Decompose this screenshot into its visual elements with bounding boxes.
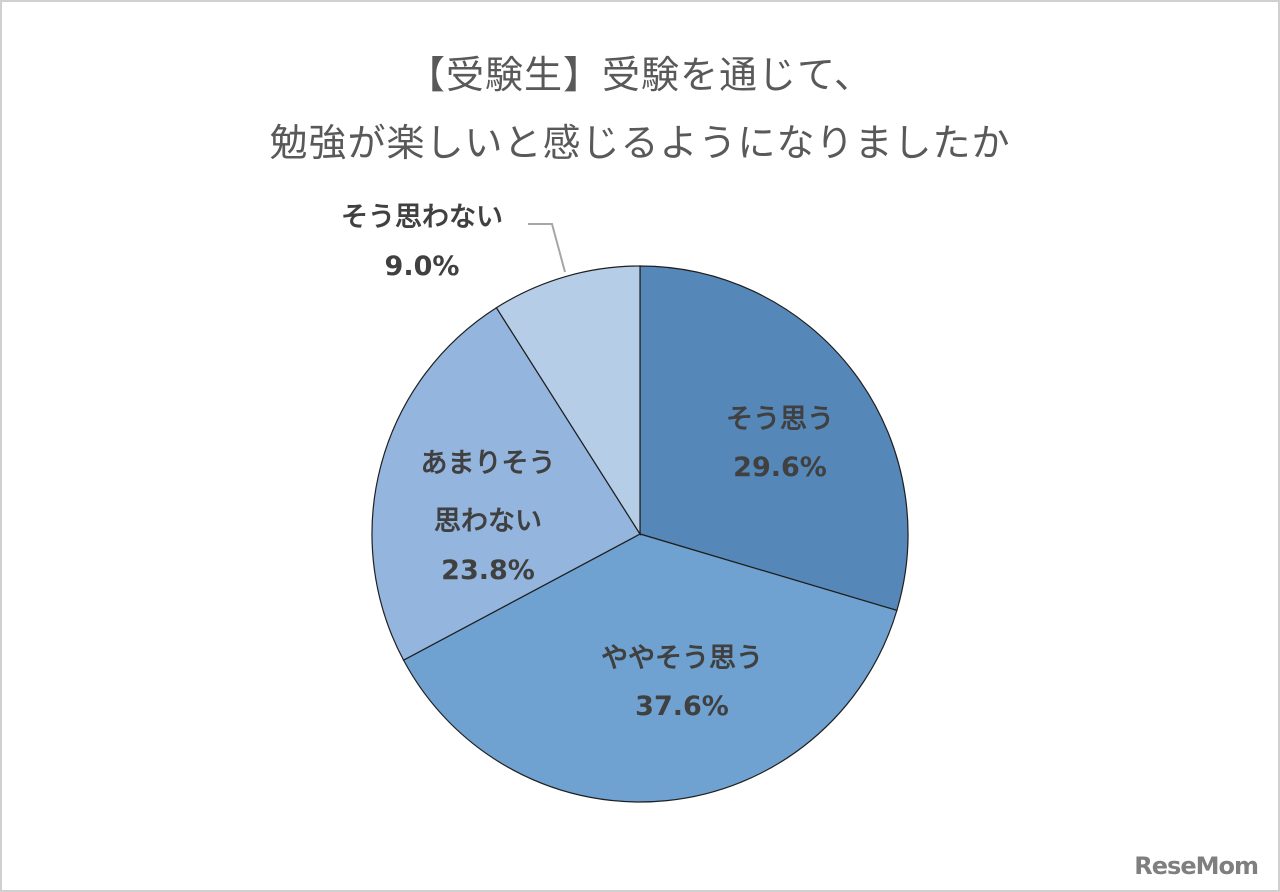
slice-label-0-name: そう思う [726, 404, 834, 435]
chart-title-line2: 勉強が楽しいと感じるようになりましたか [269, 121, 1011, 165]
slice-label-1-value: 37.6% [635, 691, 729, 722]
slice-label-2-name-a: あまりそう [421, 448, 556, 479]
slice-label-3-name: そう思わない [341, 202, 503, 233]
pie-slice-0 [639, 265, 909, 612]
slice-label-3-value: 9.0% [385, 251, 460, 282]
leader-line [528, 223, 566, 273]
slice-label-0-value: 29.6% [733, 452, 827, 483]
pie-slice-3 [495, 265, 641, 537]
chart-title-line1: 【受験生】受験を通じて、 [406, 53, 874, 97]
pie-slice-1 [402, 533, 898, 803]
pie-slices [371, 265, 909, 803]
slice-label-2-value: 23.8% [441, 555, 535, 586]
pie-slice-2 [371, 306, 641, 661]
slice-label-2-name-b: 思わない [434, 506, 542, 537]
slice-label-1-name: ややそう思う [601, 643, 763, 674]
resemom-logo: ReseMom [1134, 852, 1259, 880]
